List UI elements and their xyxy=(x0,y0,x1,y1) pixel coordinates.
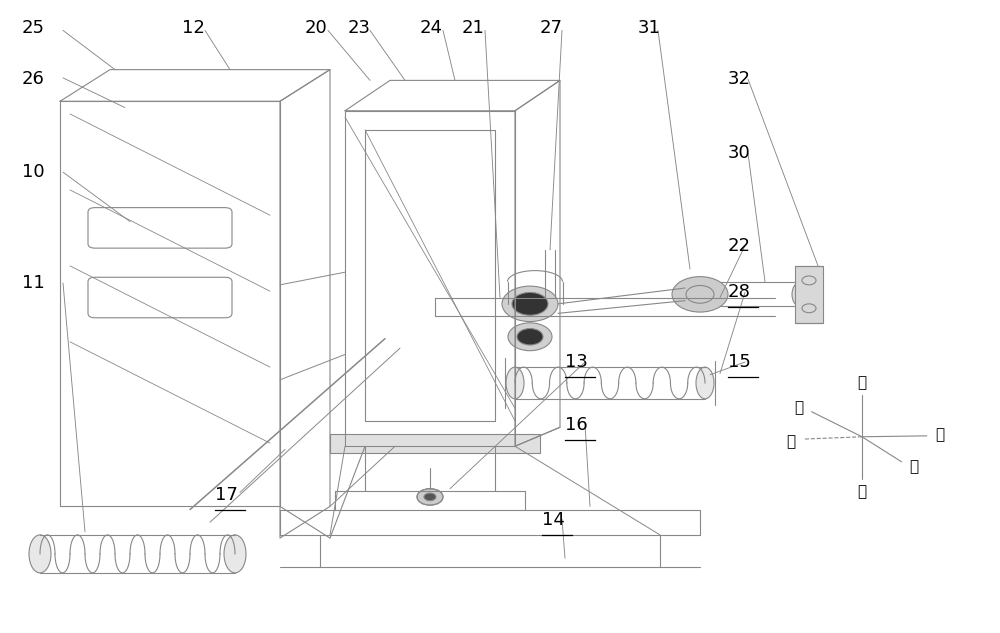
Bar xyxy=(795,266,823,323)
Text: 右: 右 xyxy=(909,459,918,474)
Text: 14: 14 xyxy=(542,511,565,529)
Circle shape xyxy=(417,489,443,505)
Ellipse shape xyxy=(224,535,246,573)
Bar xyxy=(685,282,800,306)
Text: 13: 13 xyxy=(565,353,588,371)
Text: 30: 30 xyxy=(728,144,751,162)
Text: 22: 22 xyxy=(728,237,751,254)
Ellipse shape xyxy=(29,535,51,573)
Circle shape xyxy=(508,323,552,351)
Text: 15: 15 xyxy=(728,353,751,371)
Ellipse shape xyxy=(792,282,808,306)
Text: 23: 23 xyxy=(348,20,371,37)
Circle shape xyxy=(672,277,728,312)
Ellipse shape xyxy=(696,367,714,399)
Text: 28: 28 xyxy=(728,284,751,301)
Text: 左: 左 xyxy=(794,401,803,415)
Text: 31: 31 xyxy=(638,20,661,37)
Text: 16: 16 xyxy=(565,417,588,434)
Text: 20: 20 xyxy=(305,20,328,37)
Text: 27: 27 xyxy=(540,20,563,37)
Text: 前: 前 xyxy=(935,427,945,442)
Circle shape xyxy=(512,292,548,315)
Text: 11: 11 xyxy=(22,274,45,292)
Text: 下: 下 xyxy=(857,485,867,499)
Bar xyxy=(330,434,540,453)
Text: 上: 上 xyxy=(857,375,867,391)
Text: 10: 10 xyxy=(22,163,45,181)
Text: 32: 32 xyxy=(728,70,751,88)
Text: 17: 17 xyxy=(215,486,238,504)
Text: 后: 后 xyxy=(787,434,796,449)
Text: 26: 26 xyxy=(22,70,45,88)
Ellipse shape xyxy=(506,367,524,399)
Circle shape xyxy=(502,286,558,322)
Text: 12: 12 xyxy=(182,20,205,37)
Ellipse shape xyxy=(677,282,693,306)
Text: 25: 25 xyxy=(22,20,45,37)
Text: 24: 24 xyxy=(420,20,443,37)
Circle shape xyxy=(517,329,543,345)
Text: 21: 21 xyxy=(462,20,485,37)
Circle shape xyxy=(424,493,436,501)
